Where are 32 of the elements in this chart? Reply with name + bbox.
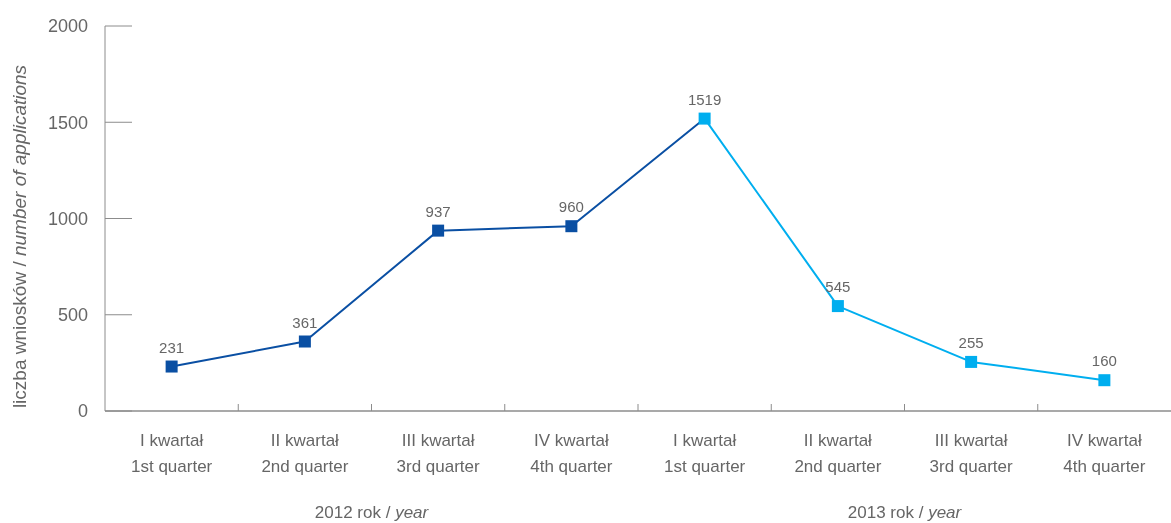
point bbox=[831, 300, 844, 313]
y-tick-label: 500 bbox=[57, 305, 88, 326]
x-tick-label: II kwartał 2nd quarter bbox=[261, 431, 349, 476]
data-label: 231 bbox=[159, 338, 185, 356]
point bbox=[298, 335, 311, 348]
x-tick-label: I kwartał 1st quarter bbox=[130, 431, 213, 476]
data-label: 937 bbox=[425, 202, 451, 220]
point bbox=[565, 220, 578, 233]
x-tick-label: IV kwartał 4th quarter bbox=[1063, 431, 1146, 476]
point bbox=[1098, 374, 1111, 387]
point bbox=[165, 360, 178, 373]
text: 2012 rok / year bbox=[314, 503, 429, 522]
x-tick-label: I kwartał 1st quarter bbox=[663, 431, 746, 476]
data-label: 1519 bbox=[687, 90, 722, 108]
data-label: 545 bbox=[825, 278, 851, 296]
point bbox=[965, 355, 978, 368]
x-tick-label: III kwartał 3rd quarter bbox=[929, 431, 1014, 476]
x-tick-label: III kwartał 3rd quarter bbox=[396, 431, 481, 476]
y-tick-label: 2000 bbox=[47, 16, 88, 37]
x-tick-label: IV kwartał 4th quarter bbox=[530, 431, 613, 476]
text: 2013 rok / year bbox=[847, 503, 962, 522]
y-axis-title: liczba wniosków / number of applications bbox=[8, 64, 30, 409]
data-label: 361 bbox=[292, 313, 318, 331]
y-tick-label: 1000 bbox=[47, 208, 88, 229]
data-label: 255 bbox=[958, 333, 984, 351]
data-label: 960 bbox=[558, 198, 584, 216]
y-tick-label: 0 bbox=[77, 401, 88, 422]
point bbox=[698, 112, 711, 125]
y-tick-label: 1500 bbox=[47, 112, 88, 133]
x-tick-label: II kwartał 2nd quarter bbox=[794, 431, 882, 476]
data-label: 160 bbox=[1091, 352, 1117, 370]
point bbox=[432, 224, 445, 237]
